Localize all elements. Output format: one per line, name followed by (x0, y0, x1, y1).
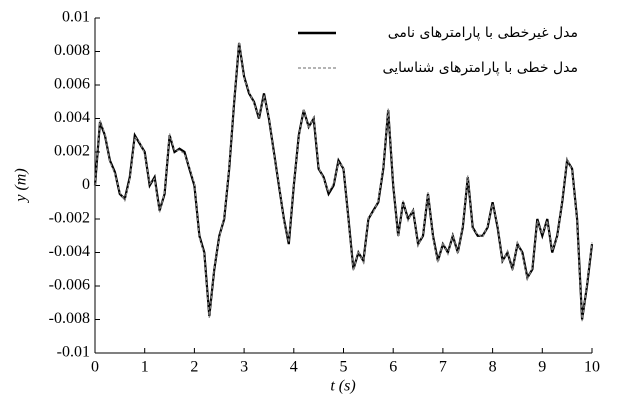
x-tick-label: 5 (340, 359, 348, 376)
y-tick-label: 0.002 (54, 143, 90, 160)
y-tick-label: -0.01 (57, 344, 90, 361)
x-tick-label: 3 (240, 359, 248, 376)
y-tick-label: -0.008 (49, 310, 90, 327)
y-axis-label: y (m) (13, 168, 30, 203)
x-tick-label: 7 (439, 359, 447, 376)
x-tick-label: 1 (141, 359, 149, 376)
legend-label: مدل خطی با پارامترهای شناسایی (383, 60, 578, 76)
x-tick-label: 2 (190, 359, 198, 376)
y-tick-label: 0.008 (54, 42, 90, 59)
x-axis-label: t (s) (330, 378, 355, 395)
x-tick-label: 10 (584, 359, 600, 376)
y-tick-label: 0.006 (54, 76, 90, 93)
y-tick-label: 0 (82, 176, 90, 193)
x-tick-label: 9 (538, 359, 546, 376)
x-tick-label: 8 (489, 359, 497, 376)
x-tick-label: 0 (91, 359, 99, 376)
y-tick-label: -0.004 (49, 243, 90, 260)
y-tick-label: -0.002 (49, 210, 90, 227)
x-tick-label: 4 (290, 359, 298, 376)
y-tick-label: -0.006 (49, 277, 90, 294)
y-tick-label: 0.004 (54, 109, 90, 126)
legend-label: مدل غیرخطی با پارامترهای نامی (388, 25, 578, 41)
series-line (94, 41, 593, 322)
series-line (93, 42, 594, 320)
y-tick-label: 0.01 (62, 9, 90, 26)
x-tick-label: 6 (389, 359, 397, 376)
